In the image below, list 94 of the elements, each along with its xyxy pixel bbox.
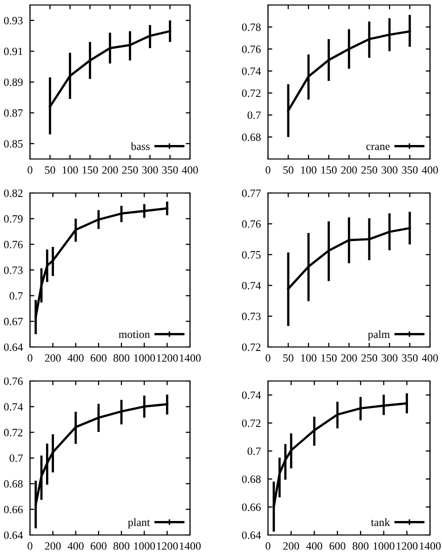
x-tick-label: 350 [402,166,418,174]
x-tick-label: 0 [266,542,270,550]
x-tick-label: 50 [283,166,294,174]
x-tick-label: 800 [352,542,368,550]
y-tick-label: 0.74 [242,282,261,290]
x-tick-label: 200 [45,542,61,550]
y-tick-label: 0.72 [242,419,260,428]
y-tick-label: 0.75 [242,251,261,259]
x-tick-label: 0 [28,354,32,362]
y-tick-label: 0.87 [4,109,23,117]
y-tick-label: 0.7 [248,111,261,120]
x-tick-label: 300 [382,166,398,174]
legend-label: palm [368,330,390,340]
x-tick-label: 350 [402,354,418,362]
y-tick-label: 0.7 [10,454,23,462]
x-tick-label: 600 [90,354,106,362]
x-tick-label: 200 [341,166,357,174]
y-tick-label: 0.74 [4,403,23,411]
x-tick-label: 1000 [134,542,155,550]
y-tick-label: 0.89 [4,78,23,86]
y-tick-label: 0.74 [242,67,261,76]
x-tick-label: 0 [266,354,270,362]
x-tick-label: 100 [62,166,78,174]
x-tick-label: 1000 [374,542,394,550]
x-tick-label: 250 [122,166,138,174]
y-tick-label: 0.66 [242,503,261,512]
y-tick-label: 0.93 [4,16,23,24]
x-tick-label: 1200 [396,542,418,550]
y-tick-label: 0.76 [4,240,23,248]
x-tick-label: 1000 [134,354,155,362]
x-tick-label: 0 [28,166,32,174]
x-tick-label: 400 [306,542,322,550]
y-tick-label: 0.72 [242,89,260,98]
y-tick-label: 0.72 [4,428,22,436]
x-tick-label: 600 [330,542,346,550]
y-tick-label: 0.77 [242,189,261,198]
legend-label: motion [118,330,150,338]
y-tick-label: 0.76 [242,220,261,228]
legend-label: crane [366,144,390,150]
x-tick-label: 600 [90,542,106,550]
x-tick-label: 400 [422,354,438,362]
x-tick-label: 1200 [157,354,178,362]
y-tick-label: 0.85 [4,140,23,148]
x-tick-label: 300 [382,354,398,362]
y-tick-label: 0.76 [4,377,23,386]
x-tick-label: 1400 [420,542,441,550]
y-tick-label: 0.74 [242,391,261,400]
y-tick-label: 0.82 [4,189,22,198]
x-tick-label: 200 [45,354,61,362]
y-tick-label: 0.67 [4,318,23,326]
y-tick-label: 0.68 [242,133,261,142]
y-tick-label: 0.73 [242,312,261,320]
y-tick-label: 0.91 [4,48,22,56]
x-tick-label: 400 [68,354,84,362]
y-tick-label: 0.72 [242,343,260,352]
x-tick-label: 0 [28,542,32,550]
x-tick-label: 1400 [180,354,201,362]
x-tick-label: 400 [422,166,438,174]
x-tick-label: 0 [266,166,270,174]
legend-label: plant [128,518,150,528]
x-tick-label: 800 [114,542,130,550]
y-tick-label: 0.68 [242,475,261,484]
y-tick-label: 0.64 [4,343,23,352]
x-tick-label: 50 [45,166,56,174]
x-tick-label: 150 [321,166,337,174]
x-tick-label: 150 [82,166,98,174]
x-tick-label: 350 [162,166,178,174]
y-tick-label: 0.66 [4,506,23,514]
x-tick-label: 200 [102,166,118,174]
legend-label: bass [130,142,150,150]
x-tick-label: 50 [283,354,294,362]
y-tick-label: 0.7 [10,292,23,300]
y-tick-label: 0.7 [248,447,261,456]
x-tick-label: 100 [301,166,316,174]
x-tick-label: 1400 [180,542,201,550]
x-tick-label: 400 [182,166,198,174]
legend-label: tank [370,518,390,526]
x-tick-label: 150 [321,354,337,362]
y-tick-label: 0.68 [4,480,23,488]
x-tick-label: 200 [341,354,357,362]
x-tick-label: 200 [283,542,300,550]
x-tick-label: 300 [142,166,158,174]
x-tick-label: 100 [301,354,316,362]
y-tick-label: 0.64 [242,531,261,540]
x-tick-label: 250 [361,354,378,362]
x-tick-label: 800 [114,354,130,362]
x-tick-label: 1200 [157,542,178,550]
x-tick-label: 250 [361,166,378,174]
y-tick-label: 0.78 [242,23,261,32]
y-tick-label: 0.76 [242,45,261,54]
y-tick-label: 0.64 [4,531,23,540]
y-tick-label: 0.73 [4,266,23,274]
x-tick-label: 400 [68,542,84,550]
y-tick-label: 0.79 [4,215,23,223]
